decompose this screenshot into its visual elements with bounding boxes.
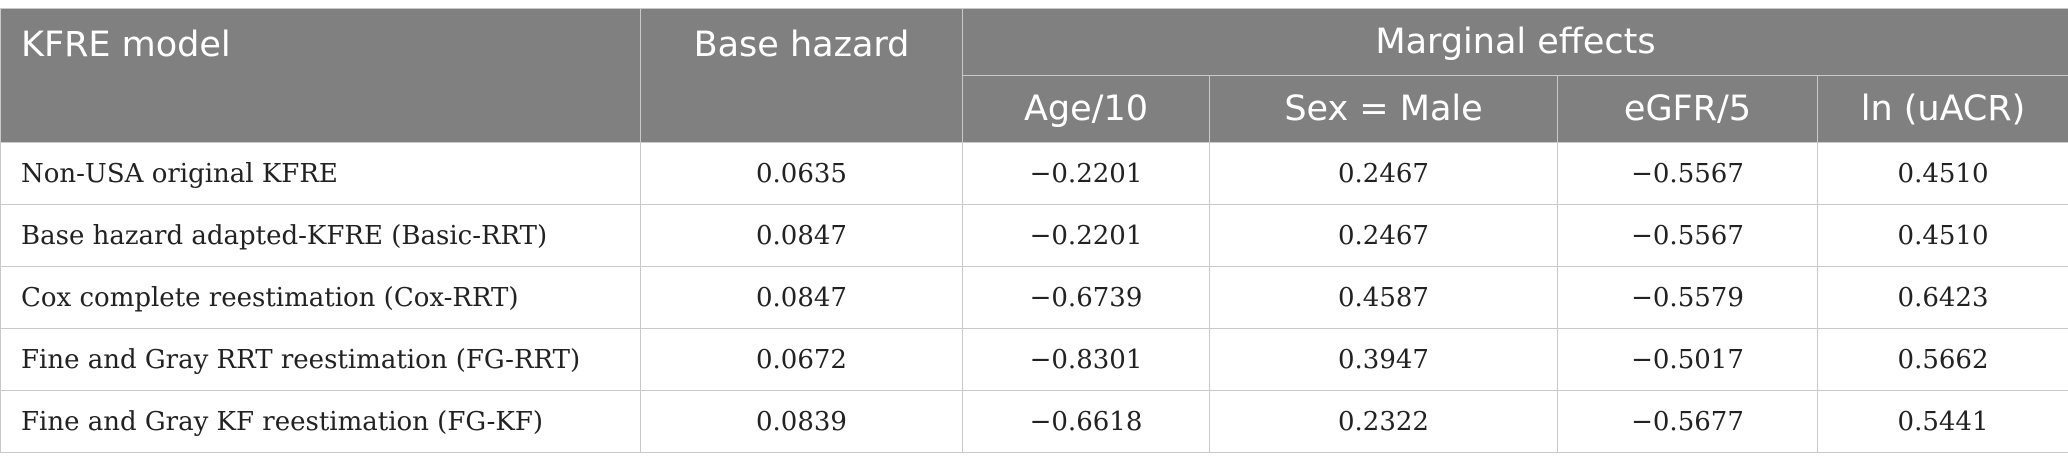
- cell-model: Fine and Gray RRT reestimation (FG-RRT): [0, 328, 641, 391]
- cell-base-hazard: 0.0847: [640, 204, 963, 267]
- cell-uacr: 0.5662: [1816, 328, 2068, 391]
- cell-age: −0.6618: [962, 390, 1210, 453]
- cell-base-hazard: 0.0839: [640, 390, 963, 453]
- kfre-table-container: KFRE model Base hazard Marginal effects …: [0, 8, 2068, 453]
- cell-base-hazard: 0.0635: [640, 142, 963, 205]
- cell-egfr: −0.5567: [1557, 204, 1818, 267]
- header-kfre-model: KFRE model: [0, 8, 641, 143]
- header-sex: Sex = Male: [1209, 75, 1558, 143]
- cell-sex: 0.4587: [1209, 266, 1558, 329]
- header-age: Age/10: [962, 75, 1210, 143]
- cell-base-hazard: 0.0672: [640, 328, 963, 391]
- header-base-hazard: Base hazard: [640, 8, 963, 143]
- cell-sex: 0.3947: [1209, 328, 1558, 391]
- cell-model: Base hazard adapted-KFRE (Basic-RRT): [0, 204, 641, 267]
- cell-uacr: 0.6423: [1816, 266, 2068, 329]
- cell-age: −0.2201: [962, 142, 1210, 205]
- table-row: Non-USA original KFRE 0.0635 −0.2201 0.2…: [0, 142, 2068, 205]
- cell-age: −0.6739: [962, 266, 1210, 329]
- header-egfr: eGFR/5: [1557, 75, 1818, 143]
- header-marginal-effects: Marginal effects: [961, 8, 2068, 76]
- cell-sex: 0.2467: [1209, 142, 1558, 205]
- cell-uacr: 0.5441: [1816, 390, 2068, 453]
- table-row: Base hazard adapted-KFRE (Basic-RRT) 0.0…: [0, 204, 2068, 267]
- cell-model: Cox complete reestimation (Cox-RRT): [0, 266, 641, 329]
- table-row: Cox complete reestimation (Cox-RRT) 0.08…: [0, 266, 2068, 329]
- cell-uacr: 0.4510: [1816, 204, 2068, 267]
- table-row: Fine and Gray RRT reestimation (FG-RRT) …: [0, 328, 2068, 391]
- cell-egfr: −0.5579: [1557, 266, 1818, 329]
- table-body: Non-USA original KFRE 0.0635 −0.2201 0.2…: [0, 142, 2068, 453]
- cell-base-hazard: 0.0847: [640, 266, 963, 329]
- cell-model: Non-USA original KFRE: [0, 142, 641, 205]
- cell-egfr: −0.5017: [1557, 328, 1818, 391]
- cell-sex: 0.2467: [1209, 204, 1558, 267]
- cell-model: Fine and Gray KF reestimation (FG-KF): [0, 390, 641, 453]
- cell-egfr: −0.5567: [1557, 142, 1818, 205]
- table-row: Fine and Gray KF reestimation (FG-KF) 0.…: [0, 390, 2068, 453]
- kfre-coefficients-table: KFRE model Base hazard Marginal effects …: [0, 8, 2068, 453]
- cell-sex: 0.2322: [1209, 390, 1558, 453]
- header-row-1: KFRE model Base hazard Marginal effects: [0, 8, 2068, 143]
- header-row-2: Age/10 Sex = Male eGFR/5 ln (uACR): [1, 75, 2068, 143]
- cell-age: −0.8301: [962, 328, 1210, 391]
- cell-age: −0.2201: [962, 204, 1210, 267]
- table-header: KFRE model Base hazard Marginal effects …: [0, 8, 2068, 143]
- header-uacr: ln (uACR): [1816, 75, 2068, 143]
- cell-uacr: 0.4510: [1816, 142, 2068, 205]
- cell-egfr: −0.5677: [1557, 390, 1818, 453]
